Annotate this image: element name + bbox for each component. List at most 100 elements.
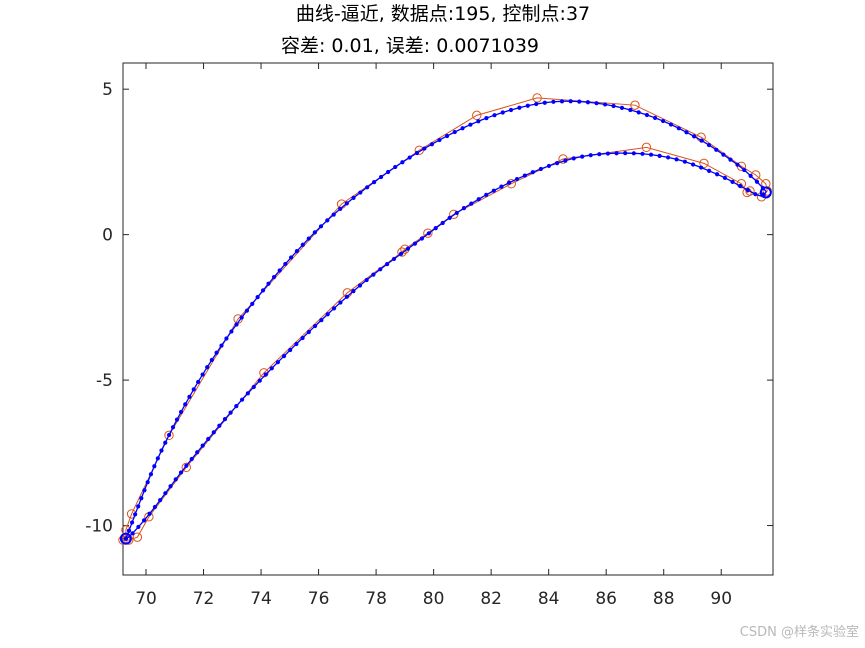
data-point [699,138,704,143]
data-point [195,450,200,455]
data-point [351,195,356,200]
data-point [577,99,582,104]
data-point [214,350,219,355]
data-point [555,161,560,166]
data-point [588,153,593,158]
data-point [222,417,228,422]
data-point [251,384,256,390]
plot-area-frame [122,62,774,576]
x-tick-label: 80 [423,589,445,609]
data-point [682,159,687,164]
data-point [338,300,343,305]
data-point [452,129,457,135]
data-point [294,249,300,254]
data-point [628,107,633,113]
data-point [640,151,645,156]
chart-title-line1: 曲线-逼近, 数据点:195, 控制点:37 [296,3,590,25]
data-point [514,176,520,182]
data-point [546,163,552,169]
data-point [331,212,336,217]
control-point-marker [699,158,709,169]
curve-endpoint-marker [119,532,132,545]
data-point [722,175,728,180]
data-point [414,150,420,156]
data-point [469,201,474,206]
data-point [657,153,662,158]
data-point [173,477,178,482]
data-point [306,329,311,335]
data-point [364,277,369,283]
data-point [522,173,527,178]
data-point [437,137,442,143]
data-point [163,440,168,445]
data-point [228,410,233,415]
data-point [484,192,489,197]
data-point [433,226,438,231]
data-point [142,488,147,493]
x-tick-label: 82 [480,589,502,609]
data-point [644,112,650,118]
data-point [281,353,287,359]
data-point [178,409,184,415]
data-point [391,256,397,262]
data-point [542,100,547,105]
data-point [398,251,404,256]
data-point [318,224,324,229]
data-point [385,262,390,267]
data-point [648,152,654,157]
data-point [461,206,467,211]
data-point [266,281,271,286]
data-point [170,425,176,430]
data-point [721,152,726,157]
data-point [699,165,704,170]
axis-ticks: 70 72 74 76 78 80 82 84 86 88 90 -10 -5 0 5 [85,63,773,609]
data-point [224,336,229,341]
data-point [412,241,418,246]
data-point [426,231,431,236]
data-point [283,261,288,267]
data-point [476,197,481,202]
data-point [325,218,330,223]
data-point [234,322,239,327]
control-point-marker [397,247,407,257]
curve-endpoint-marker [759,186,772,199]
data-point [706,142,712,148]
data-point [690,162,696,167]
data-point [534,101,539,107]
data-point [196,379,201,385]
data-point [611,103,616,109]
data-point [614,151,619,156]
data-point [372,180,377,185]
data-point [405,246,411,251]
data-point [371,272,376,277]
data-point [444,133,450,139]
data-point [605,151,611,156]
data-point [234,404,239,409]
data-point [257,378,262,383]
data-point [306,236,311,241]
data-point [738,183,743,189]
data-point [159,448,164,453]
data-point [666,155,671,160]
data-point [271,274,277,280]
data-point [191,387,196,392]
data-point [714,172,720,177]
data-point [730,179,735,184]
data-point [294,341,299,347]
data-point [668,122,674,127]
data-point [136,504,141,509]
data-point [745,187,750,193]
control-polygon-layer [118,93,772,545]
data-point [742,167,747,173]
control-point-marker [532,93,542,103]
data-point [312,323,318,329]
data-point [275,360,280,365]
data-point [631,151,636,156]
data-point [148,472,154,477]
data-point [476,119,481,124]
data-point [602,102,608,107]
x-tick-label: 72 [193,589,215,609]
data-point [407,155,412,160]
x-tick-label: 78 [365,589,387,609]
